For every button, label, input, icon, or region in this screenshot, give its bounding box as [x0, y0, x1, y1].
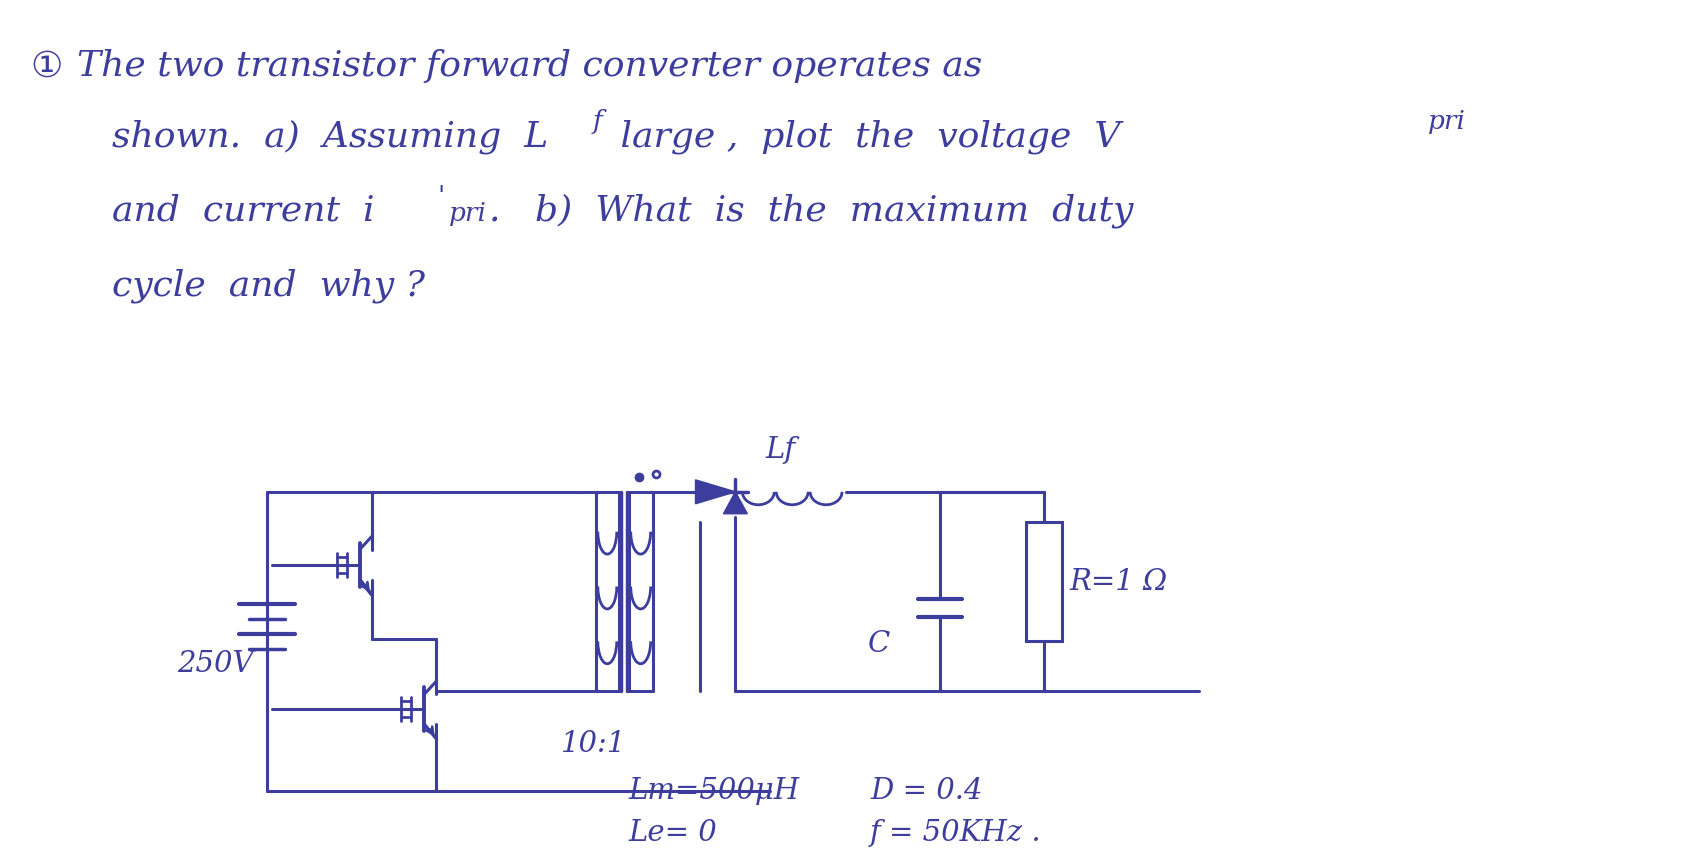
- Text: Le= 0: Le= 0: [629, 818, 718, 847]
- Text: pri: pri: [448, 201, 488, 226]
- Text: 10:1: 10:1: [561, 730, 626, 758]
- Text: large ,  plot  the  voltage  V: large , plot the voltage V: [609, 119, 1120, 153]
- Text: D = 0.4: D = 0.4: [870, 777, 982, 805]
- Text: f: f: [593, 109, 602, 134]
- Text: Lm=500μH: Lm=500μH: [629, 777, 800, 805]
- Text: ①: ①: [31, 49, 63, 83]
- Text: and  current  i: and current i: [113, 194, 375, 228]
- Text: 250V: 250V: [177, 650, 254, 678]
- Text: Lf: Lf: [766, 436, 795, 464]
- Text: cycle  and  why ?: cycle and why ?: [113, 268, 425, 303]
- Text: C: C: [868, 630, 890, 658]
- Text: f = 50KHz .: f = 50KHz .: [870, 818, 1042, 847]
- Text: The two transistor forward converter operates as: The two transistor forward converter ope…: [77, 49, 982, 83]
- Text: .   b)  What  is  the  maximum  duty: . b) What is the maximum duty: [489, 194, 1132, 229]
- Text: pri: pri: [1427, 109, 1465, 134]
- Polygon shape: [696, 480, 735, 504]
- Polygon shape: [723, 492, 747, 514]
- Text: ': ': [436, 184, 445, 209]
- Text: shown.  a)  Assuming  L: shown. a) Assuming L: [113, 119, 549, 153]
- Text: R=1 Ω: R=1 Ω: [1069, 567, 1166, 596]
